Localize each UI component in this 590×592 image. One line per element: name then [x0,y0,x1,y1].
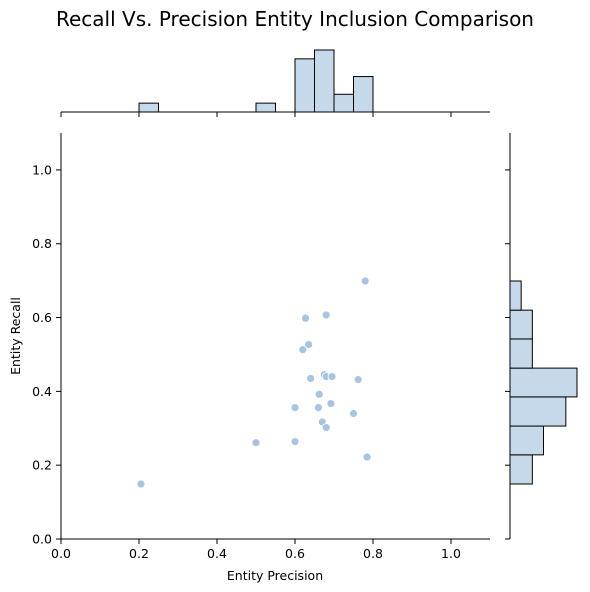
x-tick-label: 0.6 [285,546,305,561]
scatter-point [298,345,308,355]
y-histogram-bar [509,367,578,398]
scatter-point [349,409,358,418]
y-tick-label: 0.8 [32,236,52,251]
scatter-point [360,276,370,286]
scatter-point [251,438,261,448]
y-histogram-bar [509,454,533,485]
x-tick-label: 0.2 [129,546,149,561]
y-tick-label: 0.0 [32,532,52,547]
y-axis-ticks: 0.0 0.2 0.4 0.6 0.8 1.0 [32,162,61,547]
y-histogram-bar [509,396,567,427]
scatter-points [136,276,372,489]
scatter-point [304,340,314,349]
x-tick-label: 0.0 [51,546,71,561]
scatter-point [326,399,336,408]
scatter-plot-area: 0.0 0.2 0.4 0.6 0.8 1.0 0.0 0.2 0.4 0.6 0.8 1.0 [32,133,490,561]
chart-title: Recall Vs. Precision Entity Inclusion Co… [56,7,534,31]
x-tick-label: 0.8 [363,546,383,561]
scatter-point [306,374,316,383]
scatter-point [321,423,331,432]
scatter-point [290,437,300,446]
scatter-point [321,310,331,320]
scatter-point [327,372,337,382]
y-histogram-bar [509,309,533,340]
y-tick-label: 1.0 [32,162,52,177]
y-axis-label: Entity Recall [8,297,23,375]
x-axis-label: Entity Precision [227,568,323,583]
x-histogram-bar [138,102,159,113]
scatter-point [353,375,363,384]
top-marginal-histogram [60,49,490,117]
scatter-point [362,452,372,462]
y-histogram-bar [509,280,522,311]
x-histogram-bar [255,102,276,113]
scatter-point [136,479,146,489]
y-histogram-bar [509,338,533,369]
x-tick-label: 0.4 [207,546,227,561]
scatter-point [290,403,300,413]
x-histogram-bar [353,76,374,113]
y-tick-label: 0.4 [32,384,52,399]
right-marginal-histogram [505,133,578,540]
x-histogram-bar [294,58,315,113]
y-tick-label: 0.6 [32,310,52,325]
y-histogram-bar [509,425,544,456]
x-tick-label: 1.0 [441,546,461,561]
scatter-point [301,313,310,323]
x-histogram-bar [314,49,335,113]
x-axis-ticks: 0.0 0.2 0.4 0.6 0.8 1.0 [51,539,461,561]
scatter-point [314,389,324,399]
x-histogram-bar [333,93,354,113]
y-tick-label: 0.2 [32,458,52,473]
scatter-point [313,403,323,413]
